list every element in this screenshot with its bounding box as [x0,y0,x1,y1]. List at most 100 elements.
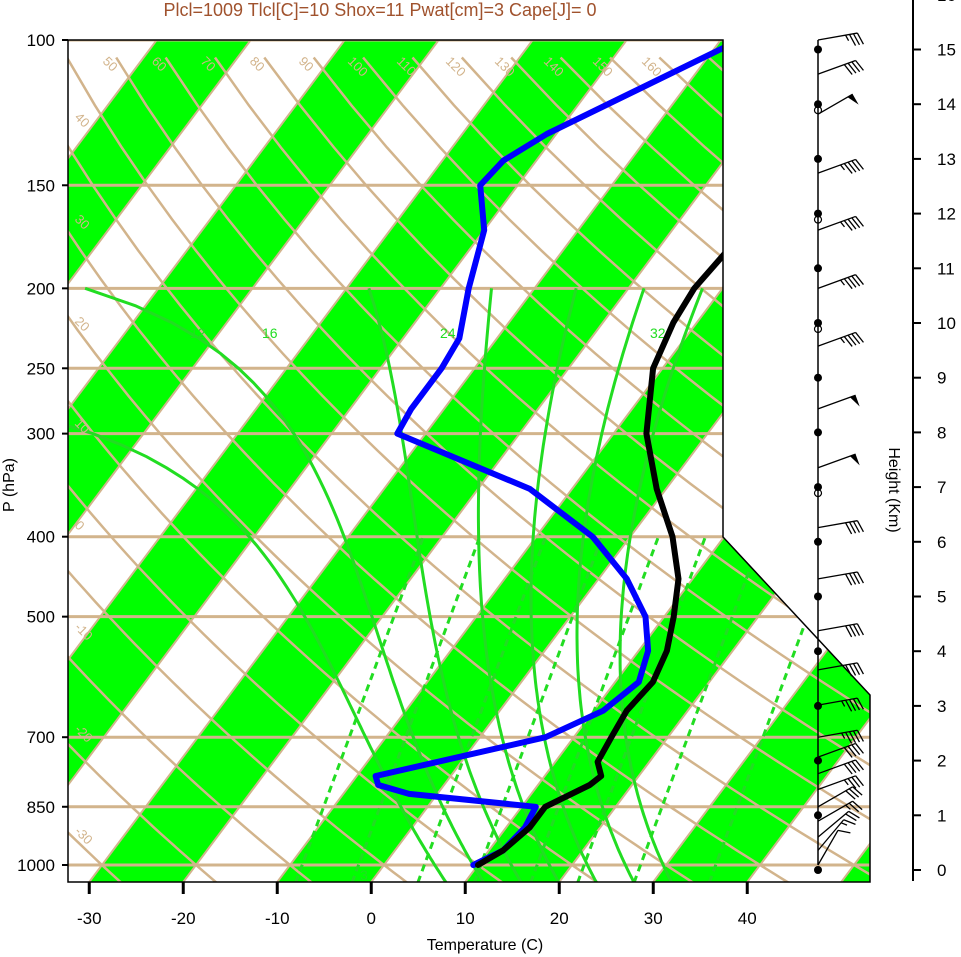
wind-barb-staff [817,394,856,410]
wind-barb-half-flag [840,279,845,286]
isotherm-label: 10 [744,541,765,562]
wind-barb-staff [817,623,858,632]
y-tick-label: 100 [27,31,55,50]
wind-barb-flag [847,218,857,230]
isotherm-label: 80 [247,54,268,75]
wind-barb-pennant [849,395,860,407]
y-tick-label: 500 [27,608,55,627]
dry-adiabat-line [68,57,218,882]
wind-barb-staff [817,810,850,838]
isotherm-line [545,40,870,882]
wind-barb-flag [852,663,861,676]
dry-adiabat-line [68,56,870,882]
wind-barb-flag [855,159,864,170]
wind-barb-flag [851,217,861,229]
wind-barb-flag [852,521,861,533]
height-open-dot [813,215,823,224]
mixing-ratio-line [632,536,764,882]
mixing-ratio-label: 12 [190,325,206,341]
plot-border [67,39,871,883]
mixing-ratio-line [294,536,425,882]
dry-adiabat-line [115,56,870,882]
x-tick-label: 20 [550,909,569,928]
wind-barb-flag [845,790,856,800]
wind-barb-staff [817,571,858,580]
wind-barb-flag [852,800,863,811]
height-dot [814,45,822,54]
pressure-axis: 100 150 200 250 300 400 500 700 850 1000 [17,31,68,875]
height-dot [814,319,822,327]
mixing-ratio-line [416,536,548,882]
mixing-ratio-lines [294,536,839,882]
y-tick-label: 1000 [17,856,55,875]
wind-barb-half-flag [841,732,846,739]
wind-barb-flag [855,759,864,771]
wind-barb-half-flag [840,822,848,826]
wind-barb-flag [851,333,861,345]
wind-barb-flag [855,743,864,754]
wind-barb-staff [817,819,845,851]
wind-barb-half-flag [843,779,849,786]
wind-barb-pennant [849,454,860,466]
moist-adiabat-line [367,287,523,882]
wind-barb-flag [848,802,860,813]
dry-adiabat-line [68,56,694,882]
x-tick-label: 10 [456,909,475,928]
isotherm-line [733,40,870,882]
height-tick-label: 4 [937,642,946,661]
wind-barb-flag [843,220,853,231]
wind-barb-flag [856,623,864,636]
temperature-band [68,40,265,882]
isotherm-label: -30 [72,824,96,848]
isotherm-line [68,40,548,882]
height-dot [814,647,822,656]
wind-barb-flag [855,775,864,787]
height-tick-label: 6 [937,533,946,552]
height-dot [814,100,822,109]
wind-barb-flag [851,160,861,172]
dry-adiabat-line [213,56,870,882]
wind-barb-flag [856,571,864,584]
dewpoint-line [372,40,743,868]
wind-barb-column [813,32,864,874]
wind-barb-flag [856,729,864,742]
chart-title: Plcl=1009 Tlcl[C]=10 Shox=11 Pwat[cm]=3 … [163,0,596,20]
wind-barb-flag [855,274,864,285]
isotherm-label: 90 [296,54,317,75]
moist-adiabat-line [476,288,561,882]
isotherm-line [68,40,360,882]
dry-adiabat-line [68,56,789,882]
height-dot [814,373,822,382]
dry-adiabat-line [263,56,870,882]
wind-barb-flag [845,625,853,638]
height-dot [814,209,822,218]
wind-barb-flag [845,732,853,744]
wind-barb-half-flag [840,337,845,344]
height-dot [814,866,822,874]
height-open-dot [813,489,823,498]
temperature-axis: -30 -20 -10 0 10 20 30 40 [77,882,757,928]
isotherm-line [639,40,870,882]
wind-barb-flag [847,277,857,288]
height-dot [814,537,822,546]
height-tick-label: 2 [937,752,946,771]
wind-barb-half-flag [845,804,851,810]
height-dot [814,154,822,163]
height-tick-label: 8 [937,423,946,442]
wind-barb-flag [855,332,864,343]
wind-barb-staff [817,59,856,75]
isotherm-label: 0 [720,456,736,472]
wind-barb-flag [847,745,857,757]
height-dot [814,483,822,492]
wind-barb-flag [851,61,861,73]
wind-barb-flag [843,747,853,758]
isotherm-label: 50 [100,54,121,75]
height-axis-label: Height (Km) [885,447,902,532]
wind-barb-flag [851,760,861,772]
wind-barb-flag [843,763,853,775]
x-tick-label: 40 [738,909,757,928]
wind-barb-flag [847,762,857,774]
height-dot [814,811,822,820]
isotherm-line [169,40,830,882]
